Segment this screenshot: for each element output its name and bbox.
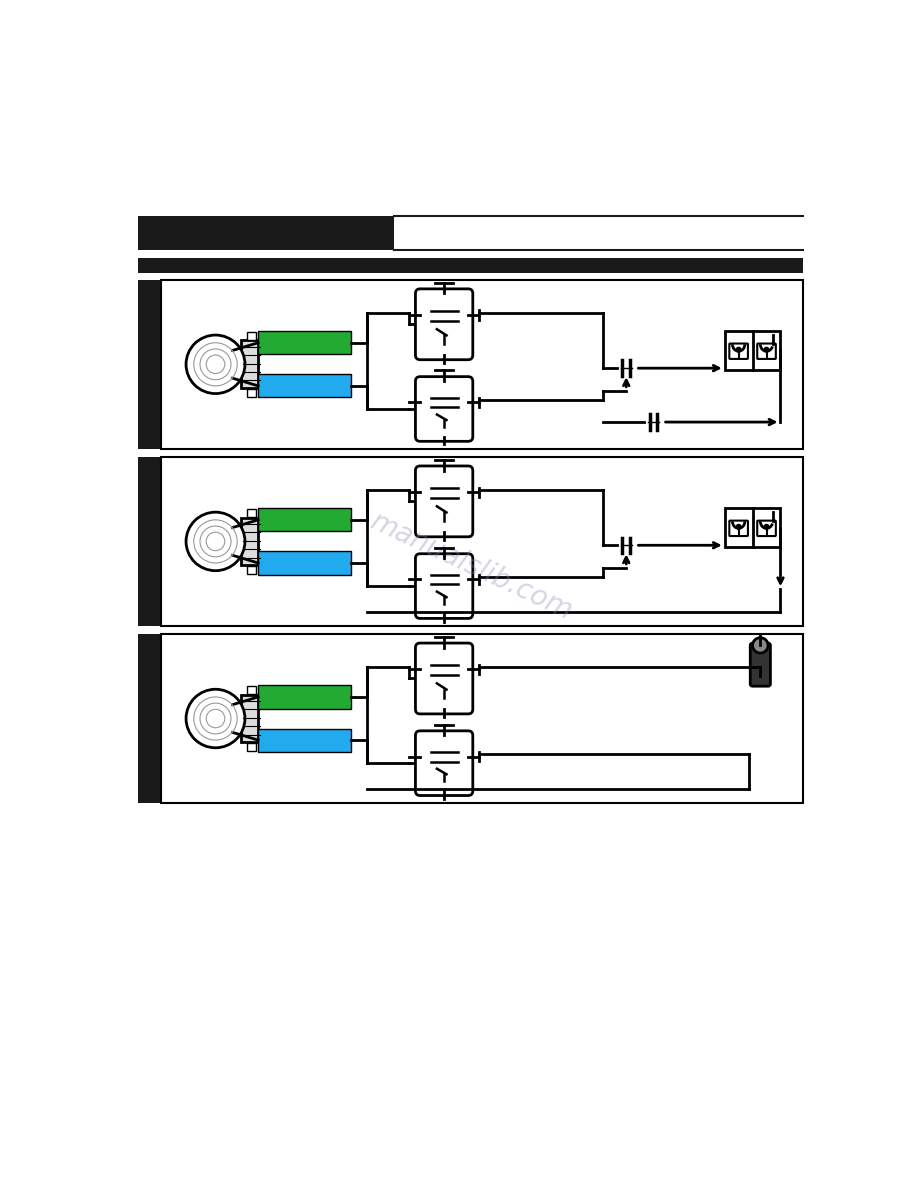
Bar <box>162 634 803 803</box>
Bar <box>247 687 256 694</box>
Bar <box>241 518 258 565</box>
Bar <box>138 216 394 251</box>
Bar <box>162 456 803 626</box>
Bar <box>138 258 803 273</box>
FancyBboxPatch shape <box>416 377 473 441</box>
Circle shape <box>764 347 769 352</box>
Circle shape <box>186 689 245 747</box>
Bar <box>247 331 256 340</box>
Bar <box>258 374 351 398</box>
FancyBboxPatch shape <box>416 466 473 537</box>
FancyBboxPatch shape <box>416 289 473 360</box>
Bar <box>724 508 780 546</box>
Bar <box>138 279 162 449</box>
Bar <box>258 508 351 531</box>
Bar <box>258 551 351 575</box>
Bar <box>162 279 803 449</box>
Bar <box>247 744 256 751</box>
Bar <box>258 685 351 708</box>
Circle shape <box>736 347 741 352</box>
FancyBboxPatch shape <box>729 343 748 359</box>
Bar <box>247 565 256 574</box>
FancyBboxPatch shape <box>750 643 770 687</box>
Bar <box>258 728 351 752</box>
Bar <box>724 331 780 369</box>
FancyBboxPatch shape <box>757 520 776 536</box>
Circle shape <box>186 512 245 570</box>
Circle shape <box>186 335 245 393</box>
Bar <box>241 695 258 742</box>
Text: manualslib.com: manualslib.com <box>365 507 577 625</box>
Circle shape <box>764 524 769 529</box>
Bar <box>241 341 258 388</box>
FancyBboxPatch shape <box>416 643 473 714</box>
FancyBboxPatch shape <box>416 554 473 619</box>
FancyBboxPatch shape <box>757 343 776 359</box>
Bar <box>138 456 162 626</box>
Bar <box>247 510 256 517</box>
Bar <box>258 331 351 354</box>
Bar <box>138 634 162 803</box>
Circle shape <box>753 638 768 653</box>
FancyBboxPatch shape <box>416 731 473 796</box>
Circle shape <box>736 524 741 529</box>
FancyBboxPatch shape <box>729 520 748 536</box>
Bar <box>247 388 256 397</box>
